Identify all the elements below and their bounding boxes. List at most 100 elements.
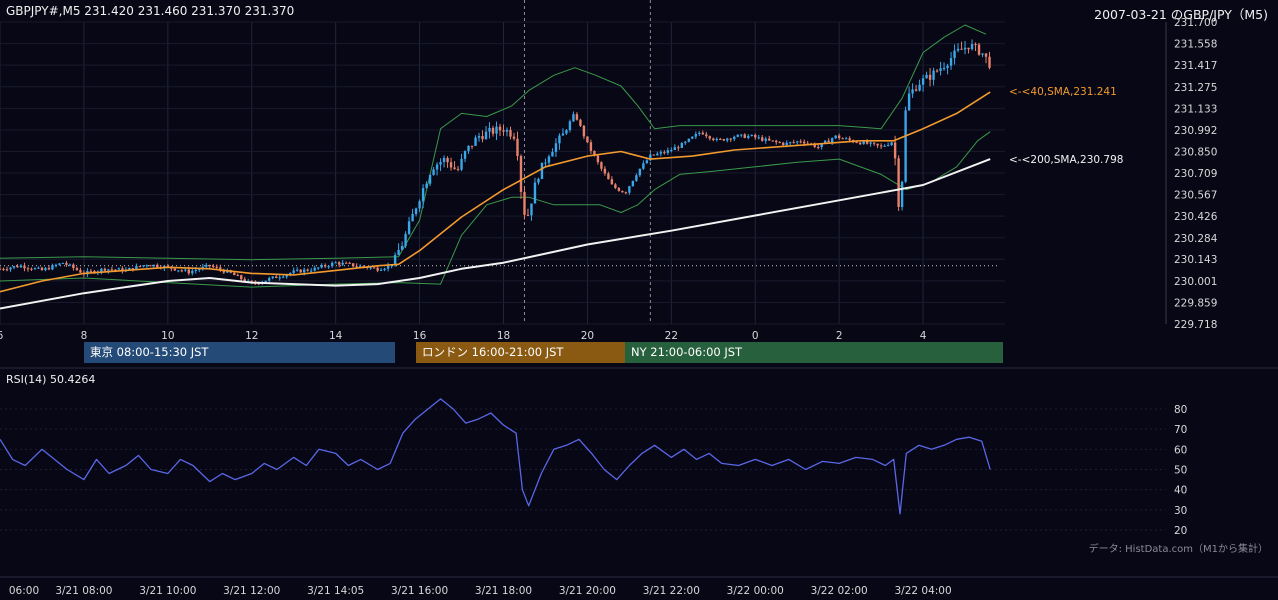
candle-body [145, 265, 149, 267]
candle-body [65, 262, 68, 265]
rsi-series-line [0, 398, 991, 515]
candle-body [442, 157, 446, 163]
candle-body [516, 138, 519, 157]
candle-body [673, 147, 677, 151]
candle-body [40, 267, 44, 271]
price-tick-label: 230.143 [1174, 254, 1217, 266]
time-tick-label: 3/21 18:00 [475, 585, 532, 597]
candle-body [100, 268, 103, 272]
candle-body [593, 150, 596, 156]
candle-body [876, 143, 879, 146]
candle-body [775, 140, 778, 143]
candle-body [883, 145, 886, 147]
candle-body [750, 134, 753, 136]
candle-body [289, 272, 292, 275]
candle-body [330, 262, 334, 267]
rsi-tick-label: 30 [1174, 505, 1187, 517]
candle-body [561, 133, 565, 136]
candle-body [184, 269, 187, 271]
candlesticks [0, 39, 991, 286]
candle-body [754, 134, 757, 138]
candle-body [33, 268, 37, 270]
rsi-tick-label: 50 [1174, 465, 1187, 477]
candle-body [285, 274, 288, 277]
time-tick-label: 3/21 22:00 [643, 585, 700, 597]
bollinger-bands [0, 24, 991, 288]
candle-body [921, 78, 925, 85]
candle-body [348, 262, 351, 264]
candle-body [530, 203, 533, 216]
candle-body [337, 262, 341, 265]
candle-body [268, 278, 271, 281]
candle-body [729, 138, 732, 140]
candle-body [47, 268, 51, 270]
candle-body [740, 134, 743, 136]
candle-body [296, 269, 299, 271]
candle-body [523, 191, 526, 215]
price-grid [0, 21, 1005, 325]
candle-body [103, 268, 107, 271]
candle-body [614, 184, 617, 189]
candle-body [467, 145, 470, 152]
sma200-value-label: <-<200,SMA,230.798 [1009, 154, 1124, 166]
candle-body [68, 264, 72, 266]
candle-body [547, 156, 551, 163]
candle-body [208, 264, 211, 267]
candle-body [628, 186, 631, 193]
candle-body [425, 183, 428, 189]
candle-body [117, 268, 121, 270]
candle-body [687, 138, 691, 142]
candle-body [886, 145, 890, 147]
price-tick-label: 230.567 [1174, 190, 1217, 202]
candle-body [358, 265, 362, 267]
candle-body [369, 267, 372, 269]
candle-body [932, 70, 935, 80]
candle-body [463, 151, 467, 159]
candle-body [488, 127, 491, 132]
rsi-tick-label: 40 [1174, 485, 1187, 497]
time-tick-label: 3/22 00:00 [727, 585, 784, 597]
candle-body [635, 175, 638, 181]
candle-body [512, 136, 516, 139]
time-axis: 06:00 3/21 08:00 3/21 10:00 3/21 12:00 3/21 … [9, 585, 952, 597]
candle-body [323, 265, 327, 267]
candle-body [107, 269, 110, 271]
candle-body [823, 140, 827, 144]
candle-body [607, 173, 610, 180]
candle-body [421, 188, 425, 202]
hour-tick-label: 20 [581, 330, 594, 342]
hour-tick-label: 6 [0, 330, 4, 342]
candle-body [925, 74, 928, 79]
candle-body [212, 266, 215, 268]
candle-body [191, 270, 194, 274]
candle-body [393, 255, 397, 265]
price-tick-label: 230.992 [1174, 125, 1217, 137]
candle-body [949, 58, 953, 66]
candle-body [271, 276, 274, 279]
candle-body [963, 47, 967, 50]
candle-body [890, 142, 893, 146]
candle-body [663, 152, 666, 154]
hour-tick-label: 18 [497, 330, 510, 342]
candle-body [799, 141, 802, 143]
candle-body [533, 182, 537, 204]
price-tick-label: 231.700 [1174, 17, 1217, 29]
candle-body [404, 233, 407, 246]
candle-body [589, 142, 593, 151]
candle-body [820, 143, 823, 148]
candle-body [309, 270, 313, 272]
candle-body [418, 201, 421, 209]
candle-body [12, 266, 16, 268]
candle-body [900, 181, 904, 207]
candle-body [449, 162, 453, 168]
candle-body [736, 134, 739, 137]
candle-body [726, 138, 729, 141]
candle-body [79, 270, 82, 273]
candle-body [30, 268, 33, 270]
candle-body [631, 180, 635, 187]
data-source-note: データ: HistData.com（M1から集計） [1088, 544, 1268, 555]
candle-body [313, 267, 316, 271]
candle-body [9, 267, 12, 270]
candle-body [23, 265, 26, 269]
candle-body [194, 270, 198, 272]
